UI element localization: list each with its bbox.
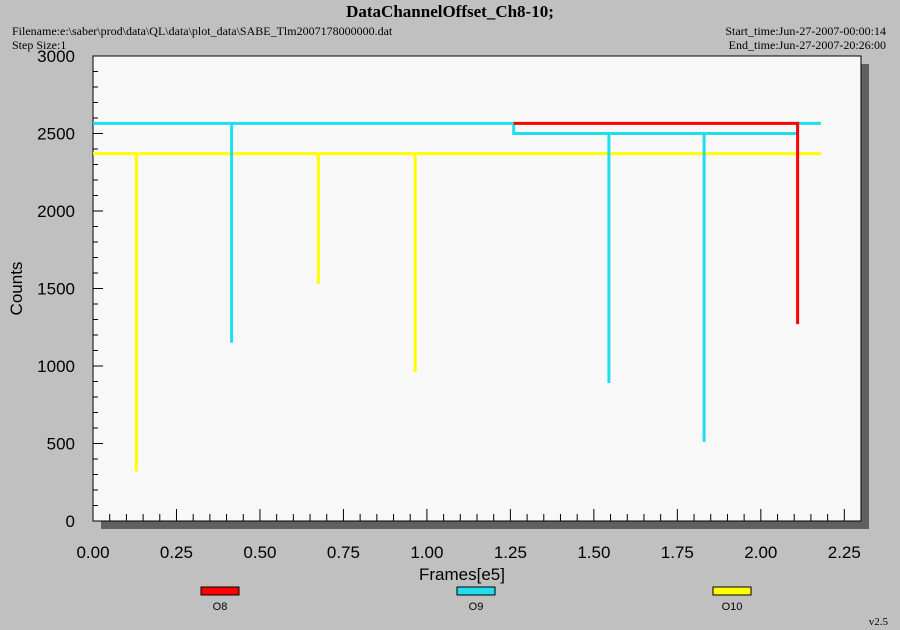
x-tick-label: 1.25 [494, 543, 527, 562]
start-time-label: Start_time:Jun-27-2007-00:00:14 [725, 24, 886, 38]
legend-label-o8: O8 [213, 601, 228, 613]
version-label: v2.5 [868, 616, 888, 628]
x-tick-label: 2.00 [744, 543, 777, 562]
legend-label-o10: O10 [722, 601, 743, 613]
legend-swatch-o8 [200, 586, 240, 596]
y-tick-label: 1500 [37, 280, 75, 299]
series-line-o9 [93, 121, 821, 442]
x-tick-label: 0.00 [76, 543, 109, 562]
x-tick-label: 2.25 [828, 543, 861, 562]
y-tick-label: 0 [66, 512, 75, 531]
legend-swatch-o10 [712, 586, 752, 596]
y-tick-label: 2500 [37, 125, 75, 144]
y-tick-label: 1000 [37, 357, 75, 376]
y-tick-label: 3000 [37, 47, 75, 66]
series-line-o8 [513, 121, 800, 325]
step-size-label: Step Size:1 [12, 38, 67, 52]
end-time-label: End_time:Jun-27-2007-20:26:00 [728, 38, 886, 52]
series-line-o10 [93, 152, 821, 472]
x-tick-label: 1.75 [661, 543, 694, 562]
x-tick-label: 0.75 [327, 543, 360, 562]
chart-title: DataChannelOffset_Ch8-10; [346, 2, 554, 21]
y-axis-label: Counts [7, 262, 26, 316]
y-tick-label: 500 [47, 435, 75, 454]
x-axis-label: Frames[e5] [419, 565, 505, 584]
x-tick-label: 1.00 [410, 543, 443, 562]
x-tick-label: 0.50 [243, 543, 276, 562]
plot-area [92, 55, 862, 522]
legend-swatch-o9 [456, 586, 496, 596]
legend-label-o9: O9 [469, 601, 484, 613]
x-tick-label: 0.25 [160, 543, 193, 562]
y-tick-label: 2000 [37, 202, 75, 221]
x-tick-label: 1.50 [577, 543, 610, 562]
filename-label: Filename:e:\saber\prod\data\QL\data\plot… [12, 24, 393, 38]
